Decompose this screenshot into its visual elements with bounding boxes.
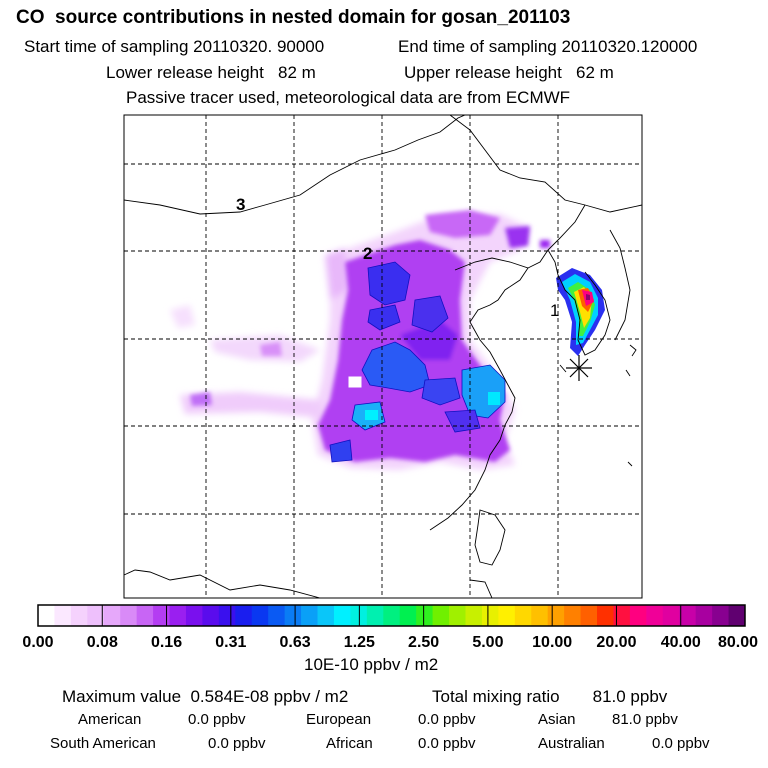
colorbar-swatch	[662, 605, 680, 626]
colorbar-swatch	[301, 605, 319, 626]
total-mixing-text: Total mixing ratio 81.0 ppbv	[432, 687, 668, 706]
colorbar-swatch	[432, 605, 450, 626]
coastlines	[124, 115, 642, 598]
colorbar-swatch	[712, 605, 730, 626]
south-american-label: South American	[50, 735, 156, 752]
colorbar-swatch	[695, 605, 713, 626]
colorbar-swatch	[235, 605, 253, 626]
australian-label: Australian	[538, 735, 605, 752]
african-value: 0.0 ppbv	[418, 735, 476, 752]
colorbar-swatch	[251, 605, 269, 626]
region-label-3: 3	[236, 195, 245, 214]
colorbar-tick-label: 80.00	[717, 634, 759, 651]
australian-value: 0.0 ppbv	[652, 735, 710, 752]
colorbar-swatch	[333, 605, 351, 626]
colorbar-units: 10E-10 ppbv / m2	[304, 655, 439, 674]
colorbar-swatch	[564, 605, 582, 626]
colorbar-tick-label: 0.00	[22, 634, 54, 651]
colorbar-swatch	[399, 605, 417, 626]
colorbar-tick-label: 0.08	[86, 634, 118, 651]
colorbar-swatch	[646, 605, 664, 626]
colorbar	[37, 604, 746, 627]
colorbar-swatch	[218, 605, 236, 626]
colorbar-swatch	[679, 605, 697, 626]
colorbar-frame	[37, 604, 746, 627]
colorbar-swatch	[284, 605, 302, 626]
plume-hotspot	[556, 268, 605, 356]
european-label: European	[306, 711, 372, 728]
colorbar-swatch	[728, 605, 746, 626]
colorbar-swatch	[153, 605, 171, 626]
colorbar-swatch	[268, 605, 286, 626]
colorbar-swatch	[531, 605, 549, 626]
plume-blue	[329, 261, 506, 463]
end-time-text: End time of sampling 20110320.120000	[398, 37, 698, 56]
colorbar-swatch	[185, 605, 203, 626]
colorbar-swatch	[103, 605, 121, 626]
african-label: African	[326, 735, 373, 752]
colorbar-swatch	[465, 605, 483, 626]
region-label-1: 1	[550, 301, 559, 320]
colorbar-swatch	[629, 605, 647, 626]
start-time-text: Start time of sampling 20110320. 90000	[24, 37, 325, 56]
region-label-2: 2	[363, 244, 372, 263]
colorbar-swatch	[120, 605, 138, 626]
asian-value: 81.0 ppbv	[612, 711, 678, 728]
colorbar-tick-label: 0.63	[279, 634, 311, 651]
american-label: American	[78, 711, 142, 728]
colorbar-tick-label: 10.00	[532, 634, 573, 651]
colorbar-swatch	[613, 605, 631, 626]
plot-title: CO source contributions in nested domain…	[16, 7, 571, 28]
colorbar-swatch	[416, 605, 434, 626]
colorbar-swatch	[366, 605, 384, 626]
colorbar-swatch	[169, 605, 187, 626]
asian-label: Asian	[538, 711, 576, 728]
european-value: 0.0 ppbv	[418, 711, 476, 728]
colorbar-tick-label: 2.50	[408, 634, 440, 651]
colorbar-swatch	[597, 605, 614, 626]
colorbar-swatch	[87, 605, 105, 626]
lower-release-text: Lower release height 82 m	[106, 63, 316, 82]
colorbar-tick-label: 40.00	[660, 634, 701, 651]
receptor-marker-icon	[566, 355, 592, 381]
colorbar-tick-label: 5.00	[472, 634, 504, 651]
colorbar-swatch	[547, 605, 565, 626]
upper-release-text: Upper release height 62 m	[404, 63, 614, 82]
map-grid	[124, 115, 642, 598]
colorbar-swatch	[383, 605, 401, 626]
tracer-note-text: Passive tracer used, meteorological data…	[126, 88, 571, 107]
colorbar-tick-label: 0.16	[150, 634, 183, 651]
colorbar-swatch	[317, 605, 335, 626]
colorbar-tick-label: 0.31	[215, 634, 247, 651]
colorbar-swatch	[54, 605, 72, 626]
colorbar-swatch	[136, 605, 154, 626]
plume-layer	[124, 115, 642, 598]
colorbar-swatch	[38, 605, 55, 626]
colorbar-tick-label: 20.00	[596, 634, 637, 651]
south-american-value: 0.0 ppbv	[208, 735, 266, 752]
max-value-text: Maximum value 0.584E-08 ppbv / m2	[62, 687, 349, 706]
american-value: 0.0 ppbv	[188, 711, 246, 728]
colorbar-tick-label: 1.25	[343, 634, 375, 651]
colorbar-swatch	[580, 605, 598, 626]
colorbar-swatch	[202, 605, 220, 626]
colorbar-swatch	[498, 605, 516, 626]
colorbar-swatch	[70, 605, 88, 626]
colorbar-swatch	[449, 605, 466, 626]
colorbar-swatch	[514, 605, 532, 626]
colorbar-swatch	[481, 605, 499, 626]
